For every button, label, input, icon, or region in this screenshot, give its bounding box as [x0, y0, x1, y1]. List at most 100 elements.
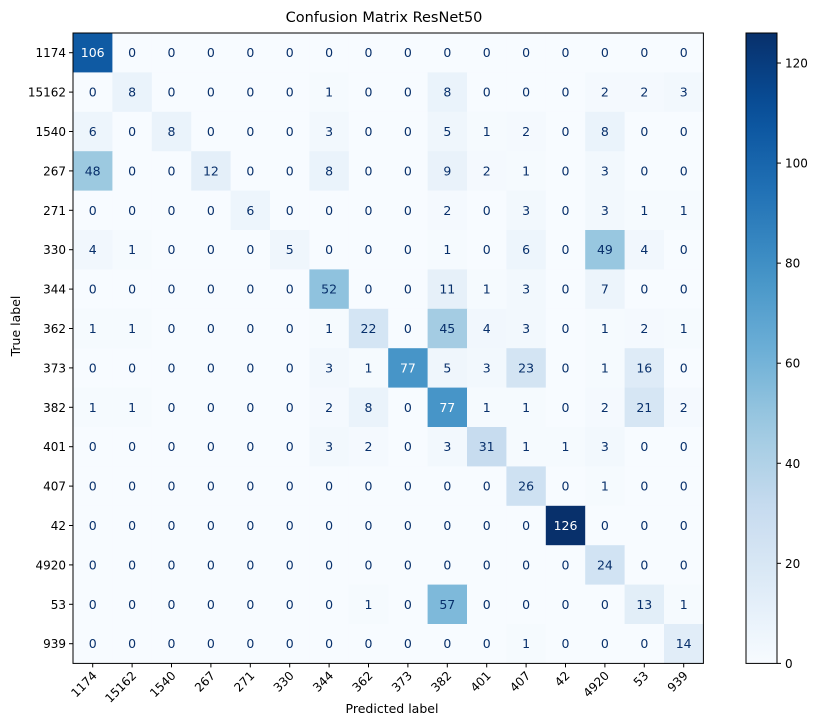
heatmap-cell — [309, 545, 350, 586]
cell-value-label: 0 — [640, 282, 648, 297]
heatmap-cell — [388, 624, 429, 664]
y-tick-label: 382 — [43, 401, 66, 415]
heatmap-cell — [270, 427, 310, 467]
cell-value-label: 13 — [636, 597, 652, 612]
cell-value-label: 5 — [443, 124, 451, 139]
heatmap-cell — [73, 230, 113, 270]
heatmap-cell — [545, 348, 586, 389]
heatmap-cell — [467, 151, 507, 192]
cell-value-label: 3 — [443, 439, 451, 454]
cell-value-label: 0 — [562, 400, 570, 415]
heatmap-cell — [309, 505, 350, 546]
heatmap-cell — [270, 348, 310, 389]
heatmap-cell — [191, 269, 232, 310]
heatmap-cell — [348, 72, 389, 113]
heatmap-cell — [427, 505, 468, 546]
cell-value-label: 0 — [89, 636, 97, 651]
heatmap-cell — [388, 348, 429, 389]
heatmap-cell — [348, 269, 389, 310]
heatmap-cell — [624, 33, 665, 73]
cell-value-label: 0 — [562, 597, 570, 612]
y-tick-label: 15162 — [28, 86, 66, 100]
heatmap-cell — [230, 269, 271, 310]
heatmap-cell — [348, 308, 389, 349]
heatmap-cell — [624, 545, 665, 586]
heatmap-cell — [270, 190, 310, 231]
cell-value-label: 0 — [404, 479, 412, 494]
heatmap-cell — [230, 348, 271, 389]
cell-value-label: 1 — [601, 479, 609, 494]
y-tick-label: 271 — [43, 204, 66, 218]
heatmap-cell — [73, 505, 113, 546]
heatmap-cell — [664, 387, 704, 428]
heatmap-cell — [664, 269, 704, 310]
cell-value-label: 0 — [443, 479, 451, 494]
cell-value-label: 0 — [89, 203, 97, 218]
heatmap-cell — [585, 230, 626, 270]
cell-value-label: 1 — [680, 597, 688, 612]
cell-value-label: 0 — [680, 479, 688, 494]
y-tick-label: 267 — [43, 164, 66, 178]
heatmap-cell — [230, 427, 271, 467]
heatmap-cell — [427, 308, 468, 349]
cell-value-label: 0 — [89, 85, 97, 100]
heatmap-cell — [348, 466, 389, 507]
heatmap-cell — [467, 505, 507, 546]
heatmap-cell — [388, 190, 429, 231]
cell-value-label: 1 — [483, 282, 491, 297]
heatmap-cell — [506, 427, 547, 467]
x-tick-label: 401 — [468, 669, 494, 695]
cell-value-label: 0 — [168, 282, 176, 297]
heatmap-cell — [427, 269, 468, 310]
cell-value-label: 0 — [89, 439, 97, 454]
cell-value-label: 0 — [443, 45, 451, 60]
heatmap-cell — [664, 584, 704, 625]
heatmap-cell — [664, 72, 704, 113]
cell-value-label: 0 — [246, 85, 254, 100]
cell-value-label: 0 — [404, 45, 412, 60]
cell-value-label: 2 — [640, 85, 648, 100]
y-tick-label: 362 — [43, 322, 66, 336]
heatmap-cell — [506, 151, 547, 192]
heatmap-cell — [506, 230, 547, 270]
heatmap-cell — [348, 624, 389, 664]
heatmap-cell — [427, 545, 468, 586]
x-tick-label: 42 — [552, 669, 573, 690]
cell-value-label: 0 — [128, 439, 136, 454]
heatmap-cell — [270, 72, 310, 113]
heatmap-cell — [545, 190, 586, 231]
cell-value-label: 0 — [640, 636, 648, 651]
cell-value-label: 0 — [640, 124, 648, 139]
heatmap-cell — [388, 387, 429, 428]
cell-value-label: 1 — [601, 360, 609, 375]
heatmap-cell — [348, 33, 389, 73]
heatmap-cell — [270, 584, 310, 625]
heatmap-cell — [585, 584, 626, 625]
cell-value-label: 0 — [207, 479, 215, 494]
heatmap-cell — [309, 190, 350, 231]
heatmap-cell — [270, 230, 310, 270]
cell-value-label: 0 — [246, 242, 254, 257]
colorbar-tick-label: 40 — [785, 457, 800, 471]
heatmap-cell — [191, 33, 232, 73]
cell-value-label: 0 — [207, 321, 215, 336]
cell-value-label: 1 — [522, 439, 530, 454]
cell-value-label: 0 — [246, 518, 254, 533]
heatmap-cell — [506, 545, 547, 586]
heatmap-cell — [624, 72, 665, 113]
heatmap-cell — [270, 624, 310, 664]
cell-value-label: 0 — [286, 124, 294, 139]
cell-value-label: 0 — [483, 45, 491, 60]
cell-value-label: 0 — [404, 518, 412, 533]
cell-value-label: 0 — [128, 124, 136, 139]
x-tick-label: 939 — [665, 669, 691, 695]
heatmap-cell — [348, 111, 389, 152]
heatmap-cell — [112, 269, 153, 310]
heatmap-cell — [388, 427, 429, 467]
cell-value-label: 0 — [562, 360, 570, 375]
heatmap-cell — [309, 33, 350, 73]
cell-value-label: 1 — [483, 124, 491, 139]
x-tick-label: 382 — [428, 669, 454, 695]
y-tick-label: 939 — [43, 637, 66, 651]
